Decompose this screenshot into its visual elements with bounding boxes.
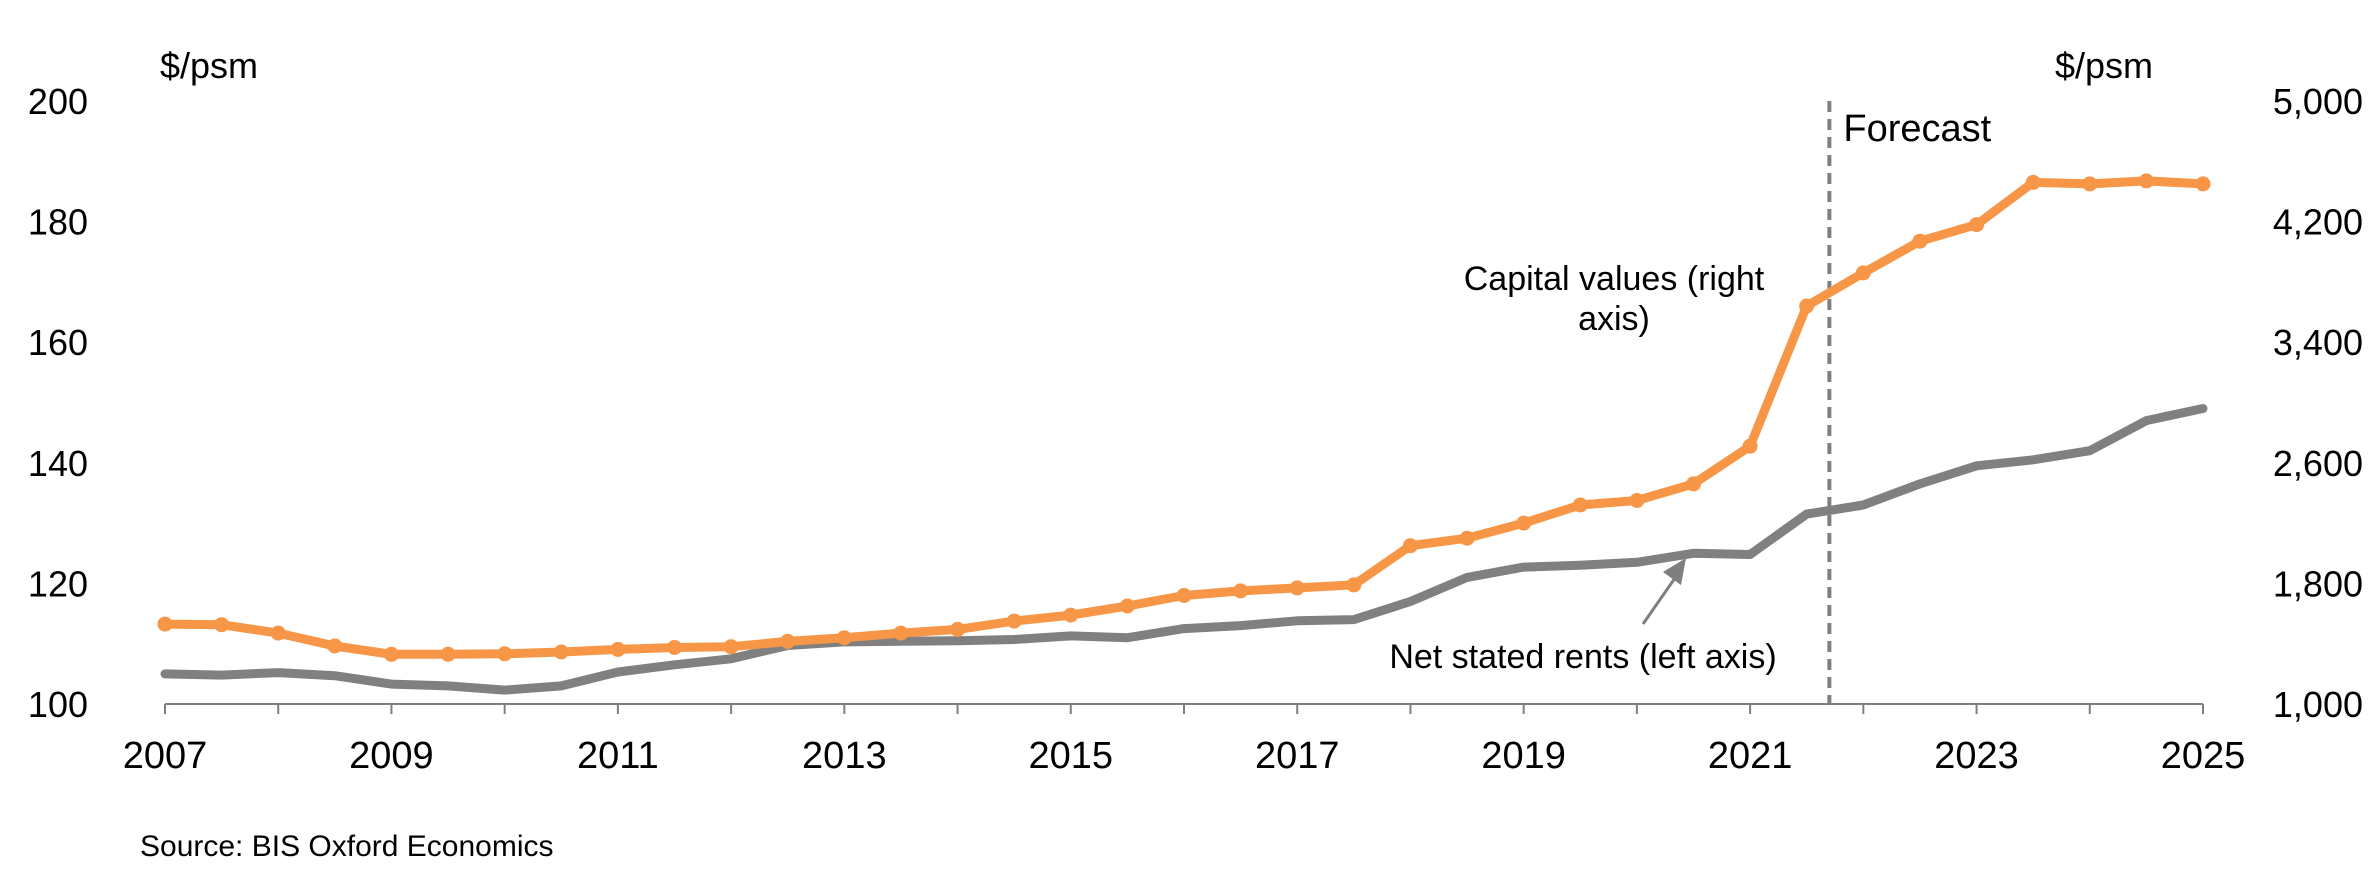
right-axis-tick-label: 1,800 — [2273, 563, 2363, 604]
x-axis-tick-label: 2009 — [349, 735, 434, 777]
capital-values-point — [780, 633, 796, 649]
capital-values-point — [2025, 174, 2041, 190]
right-axis-unit-label: $/psm — [2055, 45, 2153, 86]
capital-values-point — [2195, 176, 2211, 192]
capital-values-point — [1855, 265, 1871, 281]
x-axis-tick-label: 2021 — [1708, 735, 1793, 777]
x-axis-tick-label: 2025 — [2161, 735, 2246, 777]
capital-values-point — [893, 625, 909, 641]
capital-values-point — [553, 644, 569, 660]
capital-values-point — [1402, 538, 1418, 554]
capital-values-point — [157, 616, 173, 632]
series-line-net-stated-rents — [160, 404, 2208, 695]
capital-values-point — [667, 640, 682, 655]
capital-values-annotation-line1: Capital values (right — [1464, 260, 1765, 298]
capital-values-point — [1346, 577, 1362, 593]
left-axis-unit-label: $/psm — [160, 45, 258, 86]
capital-values-point — [327, 638, 343, 654]
capital-values-annotation-line2: axis) — [1578, 300, 1650, 338]
capital-values-point — [214, 617, 230, 633]
net-rents-annotation-arrowhead — [1663, 558, 1686, 585]
left-axis-tick-label: 120 — [28, 563, 88, 604]
capital-values-point — [950, 621, 966, 637]
capital-values-point — [497, 646, 513, 662]
capital-values-point — [1969, 217, 1985, 233]
right-axis-tick-label: 2,600 — [2273, 443, 2363, 484]
capital-values-point — [2138, 173, 2154, 189]
left-axis-tick-label: 140 — [28, 443, 88, 484]
right-axis-tick-label: 5,000 — [2273, 81, 2363, 122]
capital-values-point — [1233, 583, 1249, 599]
right-axis-tick-label: 4,200 — [2273, 202, 2363, 243]
capital-values-point — [1006, 613, 1022, 629]
left-axis-tick-label: 100 — [28, 684, 88, 725]
capital-values-point — [1629, 493, 1645, 508]
right-axis-tick-label: 1,000 — [2273, 684, 2363, 725]
capital-values-point — [383, 646, 399, 662]
right-axis-tick-label: 3,400 — [2273, 322, 2363, 363]
capital-values-point — [610, 641, 626, 657]
left-axis-tick-label: 160 — [28, 322, 88, 363]
x-axis-tick-label: 2023 — [1934, 735, 2019, 777]
x-axis-tick-label: 2011 — [577, 735, 659, 777]
left-axis-tick-label: 200 — [28, 81, 88, 122]
capital-values-point — [1459, 530, 1475, 546]
capital-values-point — [2082, 176, 2098, 192]
capital-values-point — [1686, 476, 1701, 492]
capital-values-point — [1799, 298, 1815, 314]
right-axis-ticks: 1,000 1,800 2,600 3,400 4,200 5,000 — [2273, 81, 2363, 725]
capital-values-point — [1742, 438, 1758, 454]
capital-values-point — [836, 630, 852, 646]
capital-values-point — [440, 646, 456, 662]
series-line-capital-values — [160, 176, 2208, 659]
x-axis-ticks: 2007 2009 2011 2013 2015 2017 2019 2021 2023 2025 — [123, 704, 2246, 777]
capital-values-point — [1572, 497, 1588, 513]
series-group — [157, 173, 2211, 695]
x-axis-tick-label: 2013 — [802, 735, 887, 777]
x-axis-tick-label: 2007 — [123, 735, 208, 777]
net-rents-annotation-arrow-shaft — [1641, 577, 1677, 625]
capital-values-point — [1289, 580, 1305, 596]
capital-values-point — [1119, 598, 1135, 614]
left-axis-tick-label: 180 — [28, 202, 88, 243]
capital-values-point — [1516, 515, 1532, 531]
capital-values-point — [1176, 588, 1192, 603]
x-axis-tick-label: 2019 — [1481, 735, 1566, 777]
capital-values-point — [1063, 607, 1079, 623]
forecast-label: Forecast — [1843, 108, 1991, 150]
source-note: Source: BIS Oxford Economics — [140, 830, 554, 863]
x-axis-tick-label: 2017 — [1255, 735, 1340, 777]
capital-values-point — [270, 625, 286, 641]
capital-values-point — [1912, 233, 1928, 249]
capital-values-point — [723, 639, 739, 655]
x-axis-tick-label: 2015 — [1029, 735, 1114, 777]
net-rents-annotation: Net stated rents (left axis) — [1389, 638, 1776, 676]
left-axis-ticks: 100 120 140 160 180 200 — [28, 81, 88, 725]
